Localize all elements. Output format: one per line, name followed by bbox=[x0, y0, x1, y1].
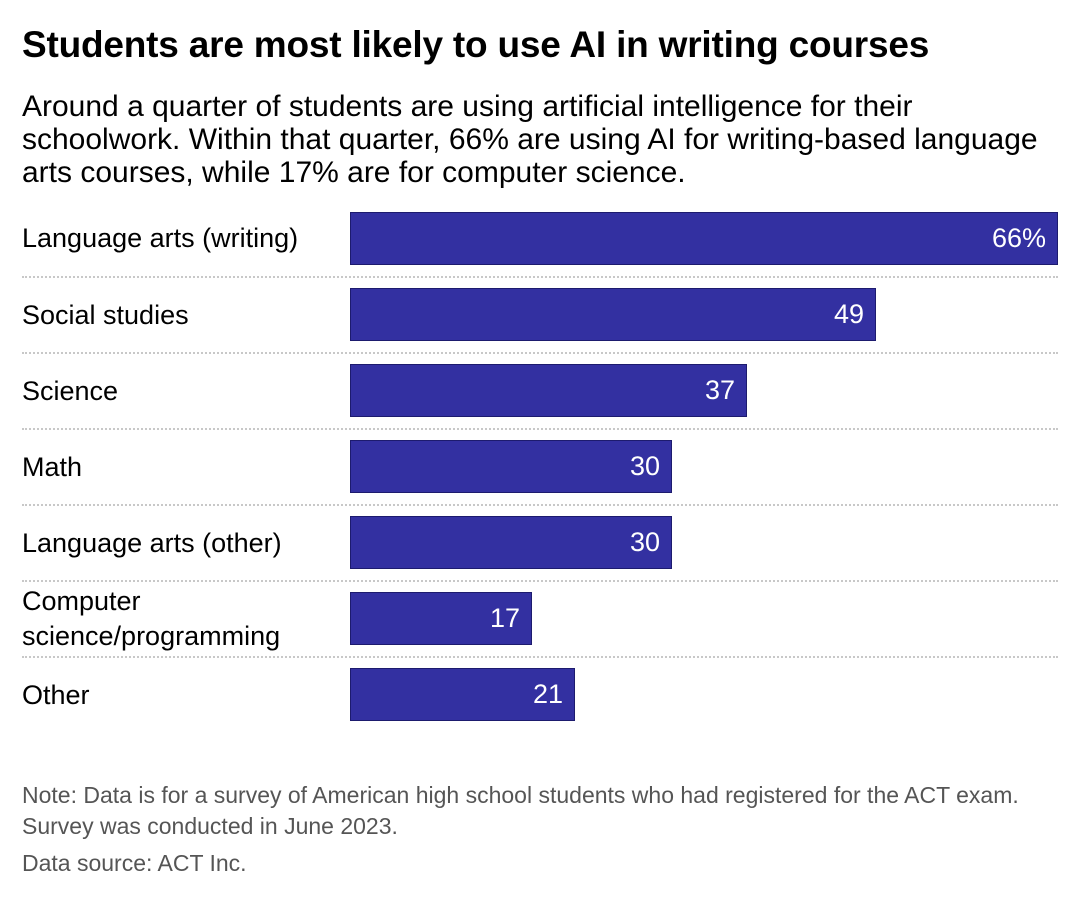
bar-value-label: 49 bbox=[833, 299, 864, 329]
row-divider bbox=[22, 428, 1058, 430]
category-label: Computer science/programming bbox=[22, 586, 342, 651]
bar bbox=[350, 592, 532, 645]
bar bbox=[350, 668, 575, 721]
category-label: Other bbox=[22, 668, 342, 721]
bar-value-label: 21 bbox=[532, 679, 563, 709]
category-label: Science bbox=[22, 364, 342, 417]
bar-value-label: 17 bbox=[489, 603, 520, 633]
chart-subtitle: Around a quarter of students are using a… bbox=[22, 90, 1038, 189]
category-label: Social studies bbox=[22, 288, 342, 341]
row-divider bbox=[22, 504, 1058, 506]
chart-source: Data source: ACT Inc. bbox=[22, 850, 247, 876]
category-label-text: Math bbox=[22, 451, 83, 482]
row-divider bbox=[22, 656, 1058, 658]
category-label-text: Social studies bbox=[22, 299, 189, 330]
category-label: Math bbox=[22, 440, 342, 493]
category-label: Language arts (writing) bbox=[22, 212, 342, 265]
bar-value-label: 66% bbox=[991, 223, 1046, 253]
bar bbox=[350, 516, 672, 569]
bar-value-label: 30 bbox=[629, 451, 660, 481]
bar-chart: Language arts (writing) 66% Social studies… bbox=[0, 200, 1080, 760]
row-divider bbox=[22, 580, 1058, 582]
category-label-text: Language arts (other) bbox=[22, 527, 282, 558]
bar-value-label: 37 bbox=[704, 375, 735, 405]
row-divider bbox=[22, 276, 1058, 278]
category-label-text: Computer science/programming bbox=[22, 585, 281, 651]
category-label-text: Language arts (writing) bbox=[22, 223, 299, 253]
category-label-text: Science bbox=[22, 375, 119, 406]
bar bbox=[350, 212, 1058, 265]
bar-value-label: 30 bbox=[629, 527, 660, 557]
category-label: Language arts (other) bbox=[22, 516, 342, 569]
row-divider bbox=[22, 352, 1058, 354]
category-label-text: Other bbox=[22, 679, 90, 710]
chart-note: Note: Data is for a survey of American h… bbox=[22, 782, 1019, 839]
bar bbox=[350, 440, 672, 493]
bar bbox=[350, 288, 876, 341]
chart-title: Students are most likely to use AI in wr… bbox=[22, 24, 930, 65]
bar bbox=[350, 364, 747, 417]
